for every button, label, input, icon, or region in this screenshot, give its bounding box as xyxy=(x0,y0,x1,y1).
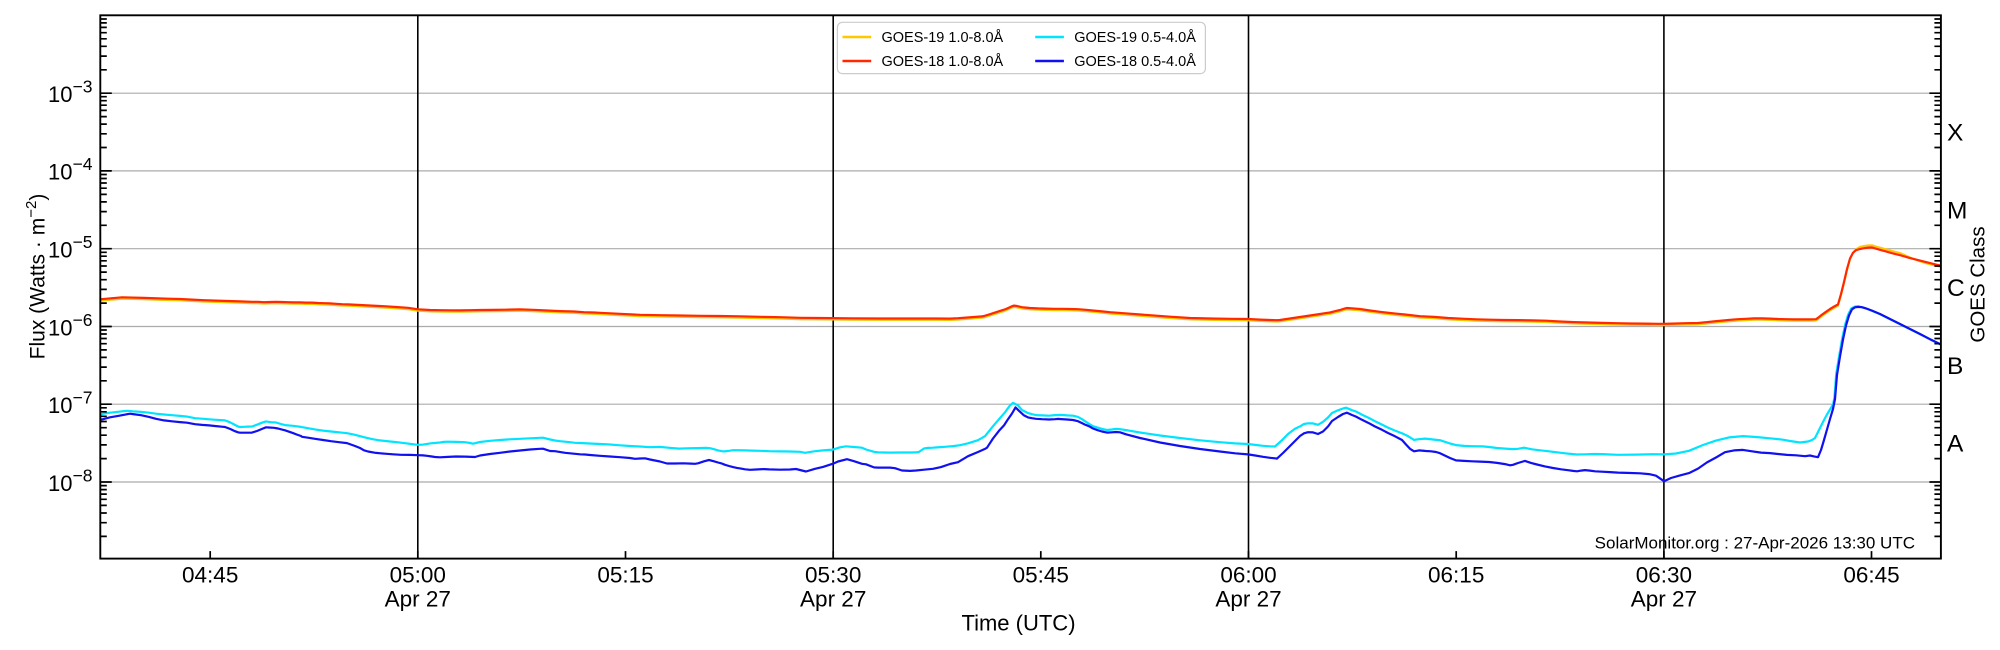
svg-text:GOES Class: GOES Class xyxy=(1967,226,1990,342)
svg-text:A: A xyxy=(1947,431,1964,458)
svg-text:Time (UTC): Time (UTC) xyxy=(961,611,1075,636)
svg-text:Apr 27: Apr 27 xyxy=(385,587,451,612)
svg-text:10−8: 10−8 xyxy=(48,465,92,496)
svg-text:Apr 27: Apr 27 xyxy=(1215,587,1281,612)
svg-text:Apr 27: Apr 27 xyxy=(800,587,866,612)
svg-text:06:45: 06:45 xyxy=(1843,563,1899,588)
svg-text:GOES-19 1.0-8.0Å: GOES-19 1.0-8.0Å xyxy=(882,29,1004,46)
svg-text:10−3: 10−3 xyxy=(48,77,92,108)
svg-text:X: X xyxy=(1947,120,1963,147)
svg-text:05:15: 05:15 xyxy=(597,563,653,588)
svg-text:Flux (Watts · m−2): Flux (Watts · m−2) xyxy=(23,194,50,360)
svg-text:06:00: 06:00 xyxy=(1220,563,1276,588)
svg-text:Apr 27: Apr 27 xyxy=(1631,587,1697,612)
svg-text:M: M xyxy=(1947,197,1967,224)
svg-text:GOES-19 0.5-4.0Å: GOES-19 0.5-4.0Å xyxy=(1074,29,1196,46)
svg-text:05:45: 05:45 xyxy=(1013,563,1069,588)
svg-text:SolarMonitor.org : 27-Apr-2026: SolarMonitor.org : 27-Apr-2026 13:30 UTC xyxy=(1595,533,1915,552)
svg-text:04:45: 04:45 xyxy=(182,563,238,588)
svg-text:06:30: 06:30 xyxy=(1636,563,1692,588)
svg-text:GOES-18 0.5-4.0Å: GOES-18 0.5-4.0Å xyxy=(1074,53,1196,70)
svg-text:C: C xyxy=(1947,275,1965,302)
svg-text:05:30: 05:30 xyxy=(805,563,861,588)
svg-text:GOES-18 1.0-8.0Å: GOES-18 1.0-8.0Å xyxy=(882,53,1004,70)
svg-text:05:00: 05:00 xyxy=(390,563,446,588)
svg-text:B: B xyxy=(1947,353,1963,380)
svg-text:10−7: 10−7 xyxy=(48,388,92,419)
svg-text:06:15: 06:15 xyxy=(1428,563,1484,588)
